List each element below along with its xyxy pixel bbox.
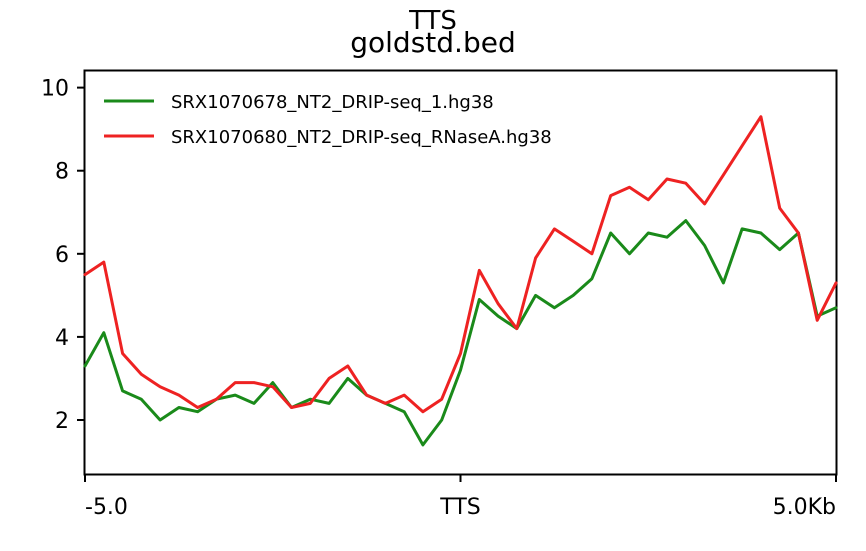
legend: SRX1070678_NT2_DRIP-seq_1.hg38 SRX1070680… <box>104 92 552 148</box>
x-tick-label: -5.0 <box>85 495 128 520</box>
y-tick-label: 8 <box>55 160 69 185</box>
x-tick-label: TTS <box>439 495 480 520</box>
y-tick-label: 2 <box>55 409 69 434</box>
y-tick-label: 4 <box>55 326 69 351</box>
axis-layer: 2 4 6 8 10 -5.0 TTS 5.0Kb <box>41 77 837 520</box>
legend-label-1: SRX1070678_NT2_DRIP-seq_1.hg38 <box>171 92 494 113</box>
series-layer <box>83 115 838 447</box>
plot-area <box>83 69 838 476</box>
x-tick-label: 5.0Kb <box>773 495 836 520</box>
chart-subtitle: goldstd.bed <box>350 26 516 59</box>
chart-title: TTS <box>409 6 457 36</box>
series-line-2 <box>83 115 838 414</box>
y-tick-label: 6 <box>55 243 69 268</box>
y-tick-label: 10 <box>41 77 69 102</box>
legend-label-2: SRX1070680_NT2_DRIP-seq_RNaseA.hg38 <box>171 127 552 148</box>
